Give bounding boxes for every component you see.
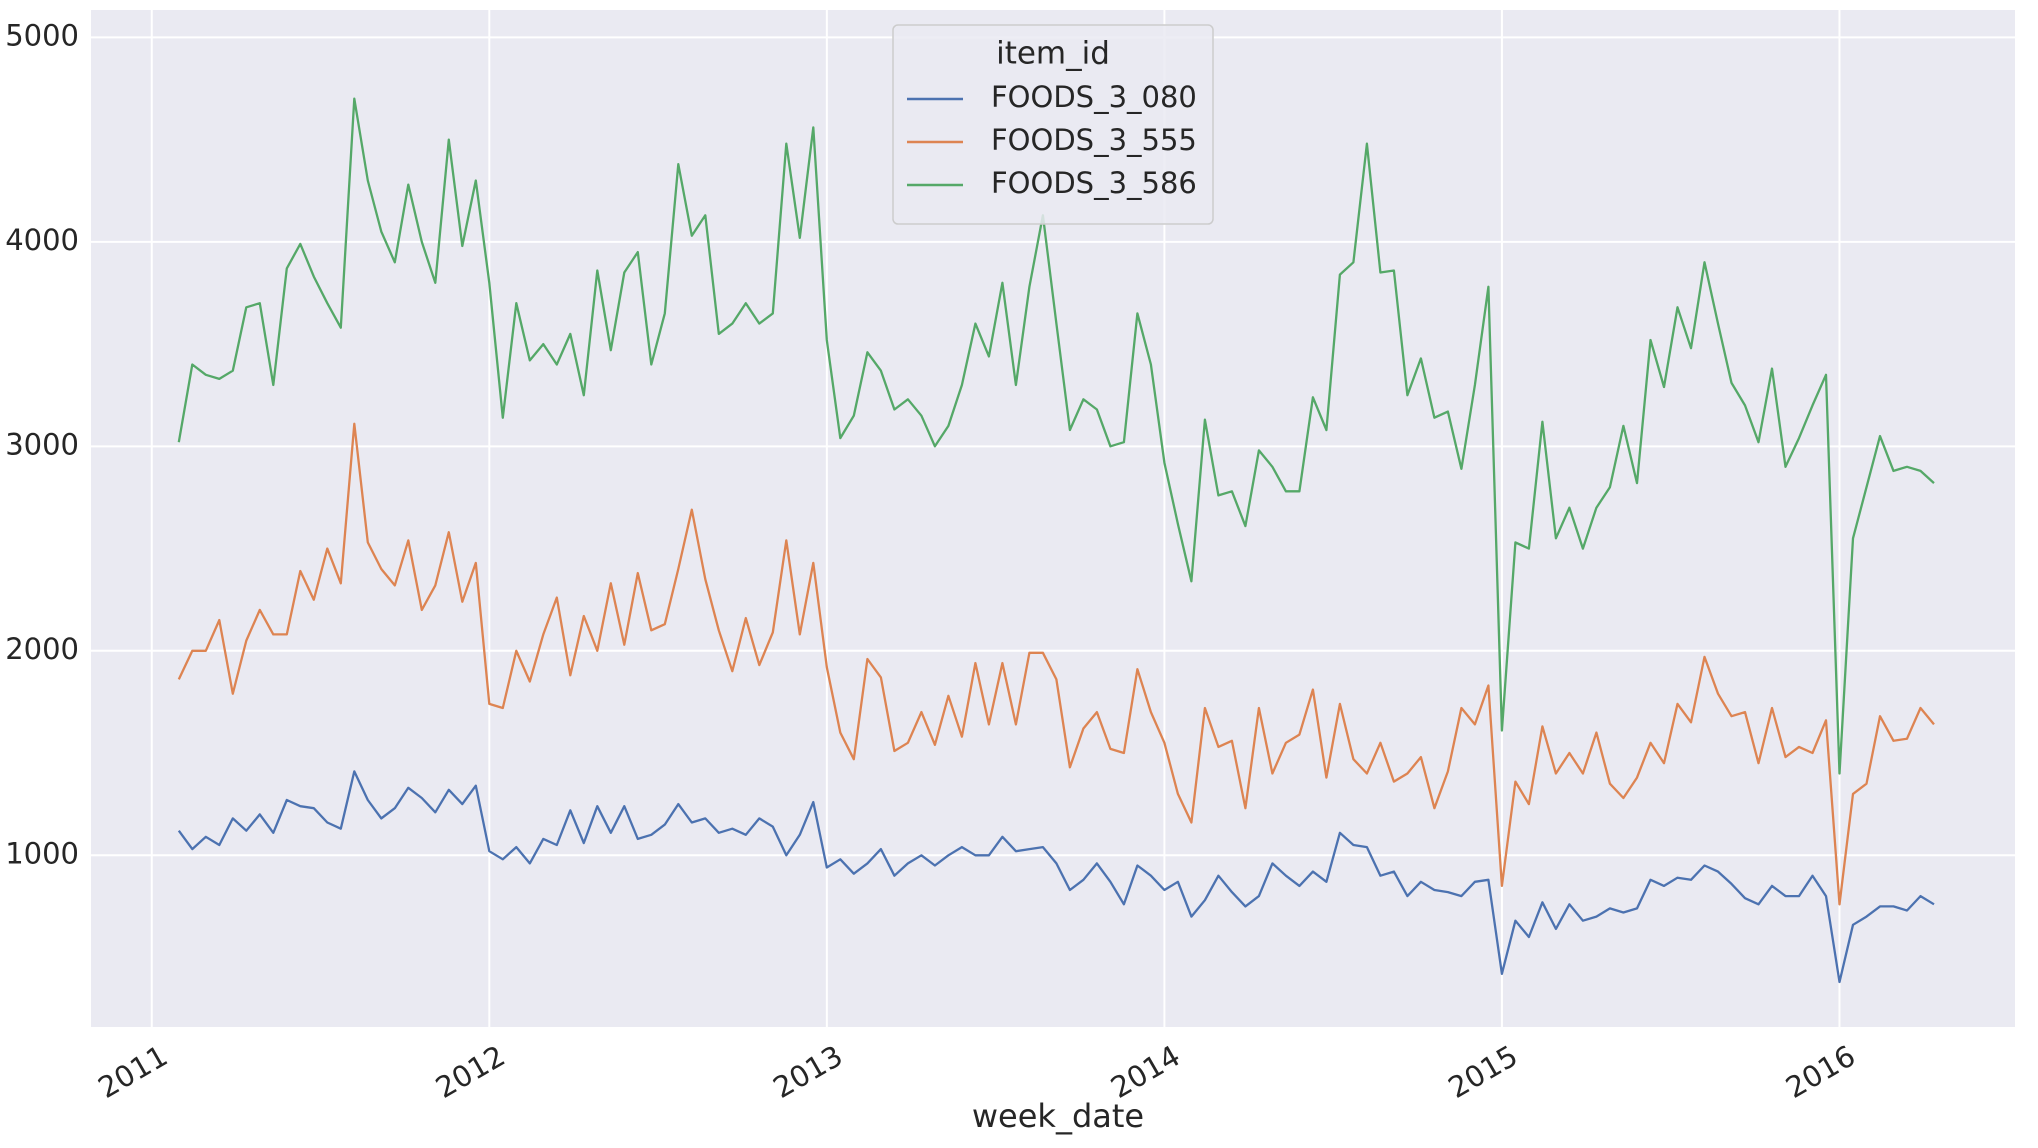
legend-label: FOODS_3_586 xyxy=(991,166,1197,200)
x-tick-label: 2013 xyxy=(767,1039,848,1105)
x-tick-label: 2014 xyxy=(1105,1039,1186,1105)
series-line xyxy=(177,422,1935,906)
y-tick-label: 3000 xyxy=(5,427,79,461)
x-tick-label: 2012 xyxy=(430,1039,511,1105)
lines xyxy=(177,97,1935,984)
legend-label: FOODS_3_080 xyxy=(991,80,1197,114)
legend-box xyxy=(892,24,1214,225)
series-line xyxy=(177,97,1935,775)
y-tick-label: 2000 xyxy=(5,632,79,666)
legend-title: item_id xyxy=(996,36,1110,72)
y-tick-label: 5000 xyxy=(5,18,79,52)
series-line xyxy=(177,770,1935,984)
x-tick-label: 2011 xyxy=(92,1039,173,1105)
legend: item_id FOODS_3_080 FOODS_3_555 FOODS_3_586 xyxy=(892,24,1214,225)
x-axis-label: week_date xyxy=(972,1097,1144,1135)
y-tick-label: 4000 xyxy=(5,223,79,257)
x-tick-label: 2016 xyxy=(1780,1039,1861,1105)
x-tick-label: 2015 xyxy=(1443,1039,1524,1105)
y-tick-label: 1000 xyxy=(5,836,79,870)
legend-label: FOODS_3_555 xyxy=(991,123,1197,157)
